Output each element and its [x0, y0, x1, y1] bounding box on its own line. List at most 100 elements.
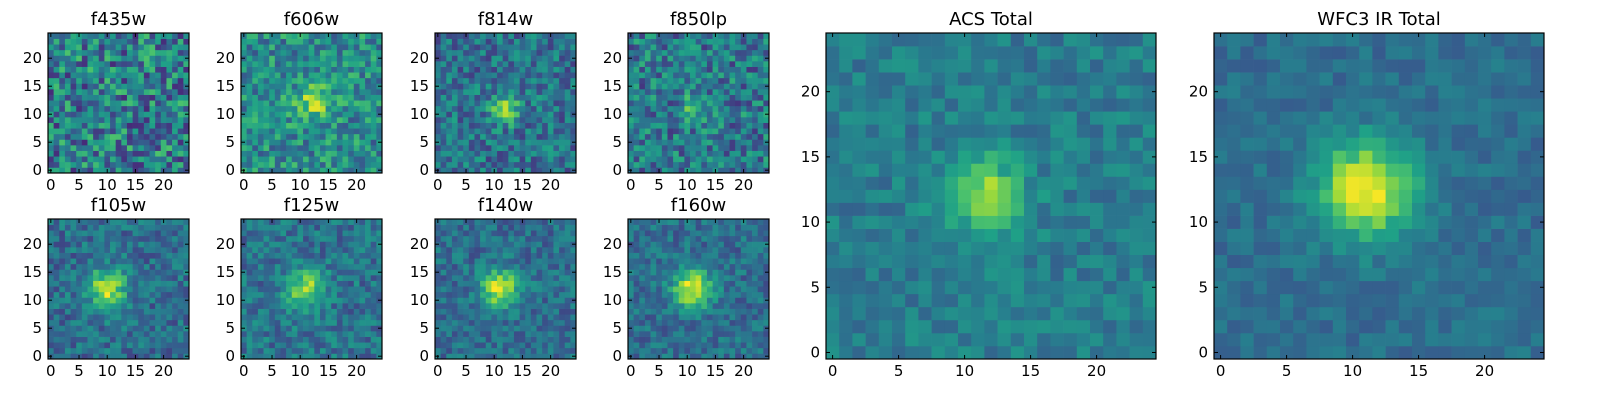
heatmap-cell: [98, 128, 105, 135]
heatmap-cell: [70, 161, 77, 168]
heatmap-cell: [98, 280, 105, 287]
heatmap-cell: [110, 100, 117, 107]
heatmap-cell: [303, 219, 310, 225]
heatmap-cell: [564, 353, 571, 360]
heatmap-cell: [303, 122, 310, 129]
heatmap-cell: [246, 33, 253, 39]
heatmap-cell: [348, 100, 355, 107]
heatmap-cell: [712, 66, 719, 73]
heatmap-cell: [690, 94, 697, 101]
heatmap-cell: [570, 258, 577, 265]
heatmap-cell: [269, 347, 276, 354]
heatmap-cell: [446, 247, 453, 253]
heatmap-cell: [353, 241, 360, 248]
heatmap-cell: [353, 105, 360, 112]
heatmap-cell: [87, 269, 94, 276]
heatmap-cell: [59, 347, 66, 354]
y-tick-label: 5: [225, 319, 235, 337]
heatmap-cell: [365, 66, 372, 73]
heatmap-cell: [48, 77, 54, 84]
heatmap-cell: [110, 83, 117, 90]
heatmap-cell: [155, 347, 162, 354]
heatmap-cell: [286, 219, 293, 225]
heatmap-cell: [59, 77, 66, 84]
heatmap-cell: [440, 241, 447, 248]
heatmap-cell: [678, 122, 685, 129]
heatmap-cell: [81, 230, 88, 237]
heatmap-cell: [319, 308, 326, 315]
heatmap-cell: [297, 72, 304, 79]
heatmap-cell: [491, 336, 498, 343]
heatmap-cell: [542, 44, 549, 51]
heatmap-cell: [87, 61, 94, 67]
heatmap-cell: [308, 139, 315, 146]
heatmap-cell: [263, 72, 270, 79]
heatmap-cell: [126, 297, 133, 304]
heatmap-cell: [376, 33, 383, 39]
heatmap-cell: [177, 61, 184, 67]
heatmap-cell: [53, 308, 60, 315]
heatmap-cell: [314, 128, 321, 135]
heatmap-cell: [365, 161, 372, 168]
heatmap-cell: [723, 122, 730, 129]
heatmap-cell: [497, 161, 504, 168]
heatmap-cell: [695, 100, 702, 107]
heatmap-cell: [740, 49, 747, 56]
heatmap-cell: [559, 61, 566, 67]
heatmap-cell: [673, 38, 680, 45]
heatmap-cell: [331, 342, 338, 349]
heatmap-cell: [241, 252, 247, 259]
heatmap-cell: [319, 303, 326, 309]
heatmap-cell: [53, 72, 60, 79]
heatmap-cell: [98, 83, 105, 90]
heatmap-cell: [468, 66, 475, 73]
heatmap-cell: [246, 303, 253, 309]
heatmap-cell: [530, 297, 537, 304]
heatmap-cell: [542, 235, 549, 242]
heatmap-cell: [752, 100, 759, 107]
heatmap-cell: [485, 325, 492, 332]
heatmap-cell: [508, 308, 515, 315]
heatmap-cell: [138, 342, 145, 349]
heatmap-cell: [280, 72, 287, 79]
heatmap-cell: [177, 314, 184, 321]
heatmap-cell: [291, 117, 298, 123]
heatmap-cell: [286, 55, 293, 62]
heatmap-cell: [656, 111, 663, 118]
heatmap-cell: [93, 128, 100, 135]
heatmap-cell: [280, 331, 287, 337]
heatmap-cell: [331, 280, 338, 287]
heatmap-cell: [644, 308, 651, 315]
heatmap-cell: [695, 156, 702, 163]
heatmap-cell: [121, 303, 128, 309]
heatmap-cell: [723, 66, 730, 73]
heatmap-cell: [263, 286, 270, 293]
heatmap-cell: [81, 275, 88, 281]
heatmap-cell: [644, 44, 651, 51]
heatmap-cell: [553, 319, 560, 326]
heatmap-cell: [650, 167, 657, 174]
heatmap-cell: [110, 291, 117, 298]
heatmap-cell: [280, 280, 287, 287]
heatmap-cell: [241, 133, 247, 140]
heatmap-cell: [87, 161, 94, 168]
heatmap-cell: [463, 303, 470, 309]
heatmap-cell: [729, 94, 736, 101]
heatmap-cell: [87, 122, 94, 129]
heatmap-cell: [291, 331, 298, 337]
heatmap-cell: [303, 167, 310, 174]
heatmap-cell: [661, 319, 668, 326]
heatmap-cell: [667, 66, 674, 73]
heatmap-cell: [525, 145, 532, 151]
heatmap-cell: [706, 156, 713, 163]
heatmap-cell: [491, 156, 498, 163]
heatmap-cell: [353, 145, 360, 151]
heatmap-cell: [513, 230, 520, 237]
heatmap-cell: [746, 291, 753, 298]
heatmap-cell: [370, 219, 377, 225]
heatmap-cell: [104, 55, 111, 62]
heatmap-cell: [370, 258, 377, 265]
heatmap-cell: [280, 49, 287, 56]
heatmap-cell: [70, 94, 77, 101]
